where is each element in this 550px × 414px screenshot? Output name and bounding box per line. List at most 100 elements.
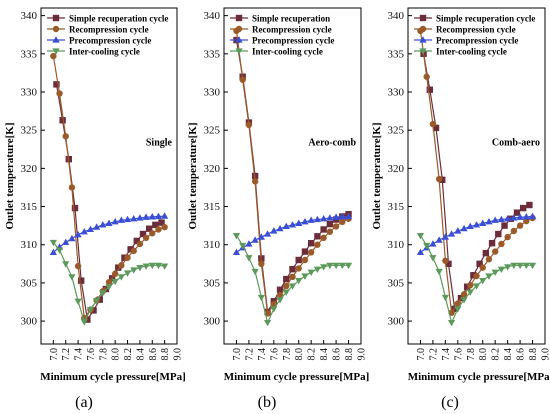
legend-entry: Precompression cycle xyxy=(252,36,334,46)
x-tick-label: 7.0 xyxy=(232,348,243,361)
legend-entry: Recompression cycle xyxy=(252,25,332,35)
data-point xyxy=(139,230,147,238)
legend-marker xyxy=(419,25,427,33)
x-tick-label: 7.0 xyxy=(416,348,427,361)
data-point xyxy=(326,214,334,221)
y-tick-label: 315 xyxy=(21,201,38,213)
data-point xyxy=(68,184,76,191)
data-point xyxy=(501,222,508,229)
data-point xyxy=(124,254,131,261)
data-point xyxy=(295,265,302,272)
data-point xyxy=(497,266,506,273)
data-point xyxy=(55,247,64,254)
data-point xyxy=(344,262,353,270)
data-point xyxy=(99,221,107,228)
data-point xyxy=(320,264,328,271)
data-point xyxy=(68,274,76,281)
panel-label: (c) xyxy=(441,394,459,411)
data-point xyxy=(522,262,530,270)
legend-marker xyxy=(235,25,243,33)
data-point xyxy=(510,227,518,235)
data-point xyxy=(416,248,425,255)
data-point xyxy=(463,283,471,290)
data-point xyxy=(145,225,153,232)
data-point xyxy=(117,216,125,223)
data-point xyxy=(115,264,122,271)
data-point xyxy=(105,219,113,226)
data-point xyxy=(251,236,259,243)
chart-panel-1: 300 305 310 315 320 325 330 335 340 7.0 7.2 7.4 7.6 7… xyxy=(4,7,186,411)
data-point xyxy=(488,240,496,247)
panel-label: (a) xyxy=(75,394,93,411)
x-tick-label: 8.4 xyxy=(319,348,330,361)
data-point xyxy=(270,227,278,234)
legend-entry: Recompression cycle xyxy=(69,25,149,35)
y-tick-label: 315 xyxy=(388,201,405,213)
data-point xyxy=(479,278,487,285)
data-point xyxy=(441,233,449,240)
x-tick-label: 7.4 xyxy=(257,348,268,361)
y-tick-label: 320 xyxy=(21,163,38,175)
data-point xyxy=(504,264,512,271)
legend-entry: Precompression cycle xyxy=(69,36,151,46)
data-point xyxy=(276,224,284,232)
data-point xyxy=(86,225,95,233)
x-tick-label: 8.4 xyxy=(135,348,146,361)
data-point xyxy=(295,278,303,285)
legend-marker xyxy=(235,36,243,43)
data-point xyxy=(111,270,119,277)
data-point xyxy=(232,248,241,255)
data-point xyxy=(432,124,440,132)
y-tick-label: 325 xyxy=(21,125,38,137)
data-point xyxy=(454,227,462,234)
data-point xyxy=(472,221,481,228)
data-point xyxy=(263,320,272,327)
data-point xyxy=(276,291,284,299)
data-point xyxy=(155,226,162,233)
data-point xyxy=(416,232,425,240)
data-point xyxy=(136,240,144,248)
legend-marker xyxy=(52,14,60,22)
data-point xyxy=(270,306,278,313)
chart-panel-3: 300 305 310 315 320 325 330 335 340 7.0 7.2 7.4 7.6 7… xyxy=(371,7,550,411)
x-tick-label: 7.8 xyxy=(98,348,109,361)
data-point xyxy=(50,52,57,60)
data-point xyxy=(485,256,493,263)
data-point xyxy=(86,307,95,314)
data-point xyxy=(435,268,443,276)
data-point xyxy=(528,262,537,270)
data-point xyxy=(516,262,524,270)
data-point xyxy=(245,255,253,262)
data-point xyxy=(282,289,290,296)
plot-frame xyxy=(40,7,178,345)
data-point xyxy=(491,216,499,223)
data-point xyxy=(513,209,521,216)
data-point xyxy=(495,230,502,238)
data-point xyxy=(257,233,265,240)
data-point xyxy=(111,218,119,225)
data-point xyxy=(142,263,150,270)
y-tick-label: 325 xyxy=(204,125,221,137)
series-4 xyxy=(232,232,353,327)
data-point xyxy=(454,306,462,313)
data-point xyxy=(482,249,490,257)
data-point xyxy=(307,269,315,277)
data-point xyxy=(320,214,328,222)
x-tick-label: 7.2 xyxy=(244,348,255,361)
data-point xyxy=(470,272,477,279)
data-point xyxy=(526,201,533,209)
data-point xyxy=(68,234,76,242)
data-point xyxy=(161,263,169,270)
data-point xyxy=(301,248,309,255)
x-tick-label: 9.0 xyxy=(357,348,368,361)
data-point xyxy=(485,273,493,280)
data-point xyxy=(74,298,82,306)
y-tick-label: 315 xyxy=(204,201,221,213)
data-point xyxy=(93,223,101,230)
chart-panel-2: 300 305 310 315 320 325 330 335 340 7.0 7.2 7.4 7.6 7… xyxy=(187,7,369,411)
data-point xyxy=(123,215,132,223)
data-point xyxy=(473,272,480,280)
x-tick-label: 9.0 xyxy=(173,348,184,361)
data-point xyxy=(142,234,150,242)
data-point xyxy=(301,218,309,225)
